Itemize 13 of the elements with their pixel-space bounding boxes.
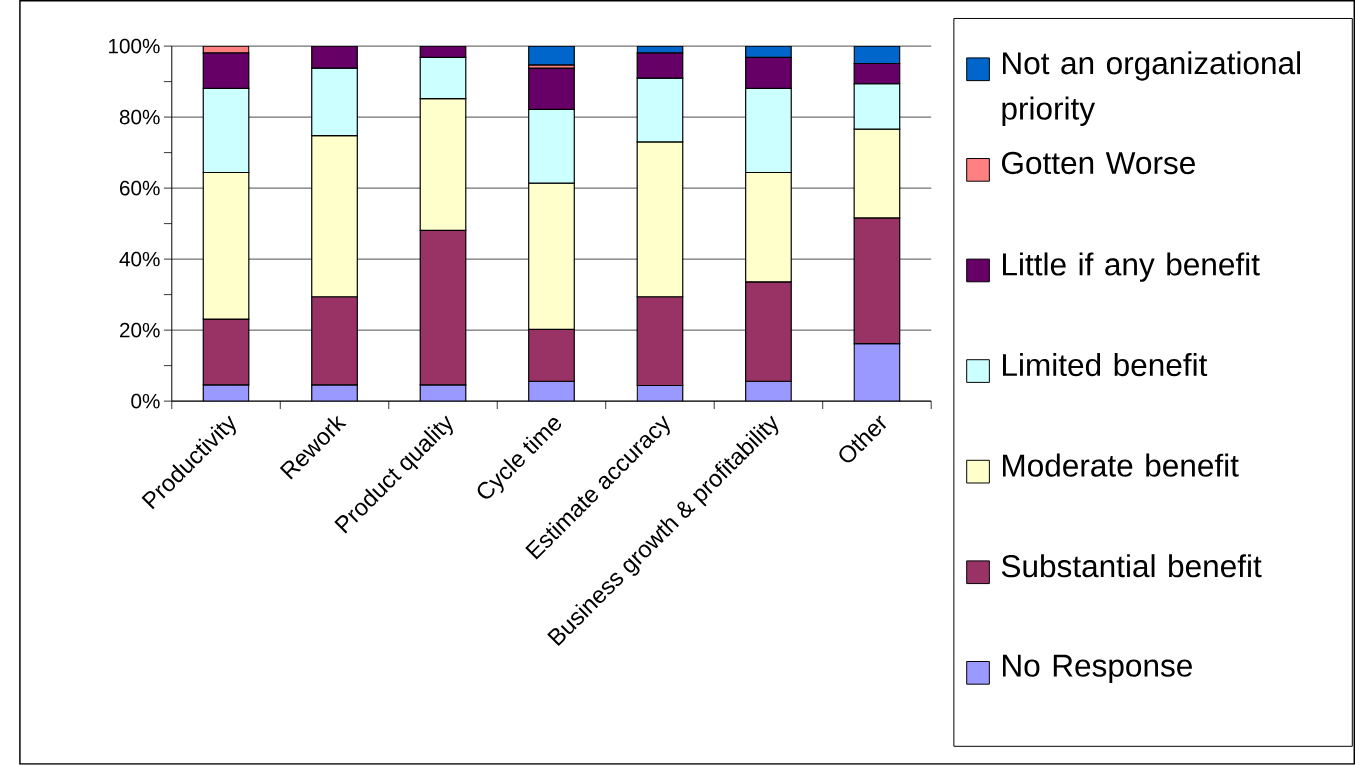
legend-label: Moderate benefit [1003, 453, 1239, 477]
y-tick-label: 60% [120, 180, 160, 196]
legend-label: Little if any benefit [1003, 252, 1260, 282]
y-tick-label: 0% [131, 393, 160, 409]
y-tick-label: 100% [109, 38, 160, 54]
y-tick-label: 80% [119, 109, 160, 125]
y-tick-label: 40% [119, 251, 160, 267]
legend-label: No Response [1003, 654, 1192, 684]
y-tick-label: 20% [120, 322, 160, 338]
legend-label: Not an organizational priority [1002, 51, 1300, 127]
legend-label: Gotten Worse [1002, 151, 1195, 175]
legend-label: Substantial benefit [1001, 554, 1262, 578]
legend-label: Limited benefit [1003, 353, 1208, 377]
